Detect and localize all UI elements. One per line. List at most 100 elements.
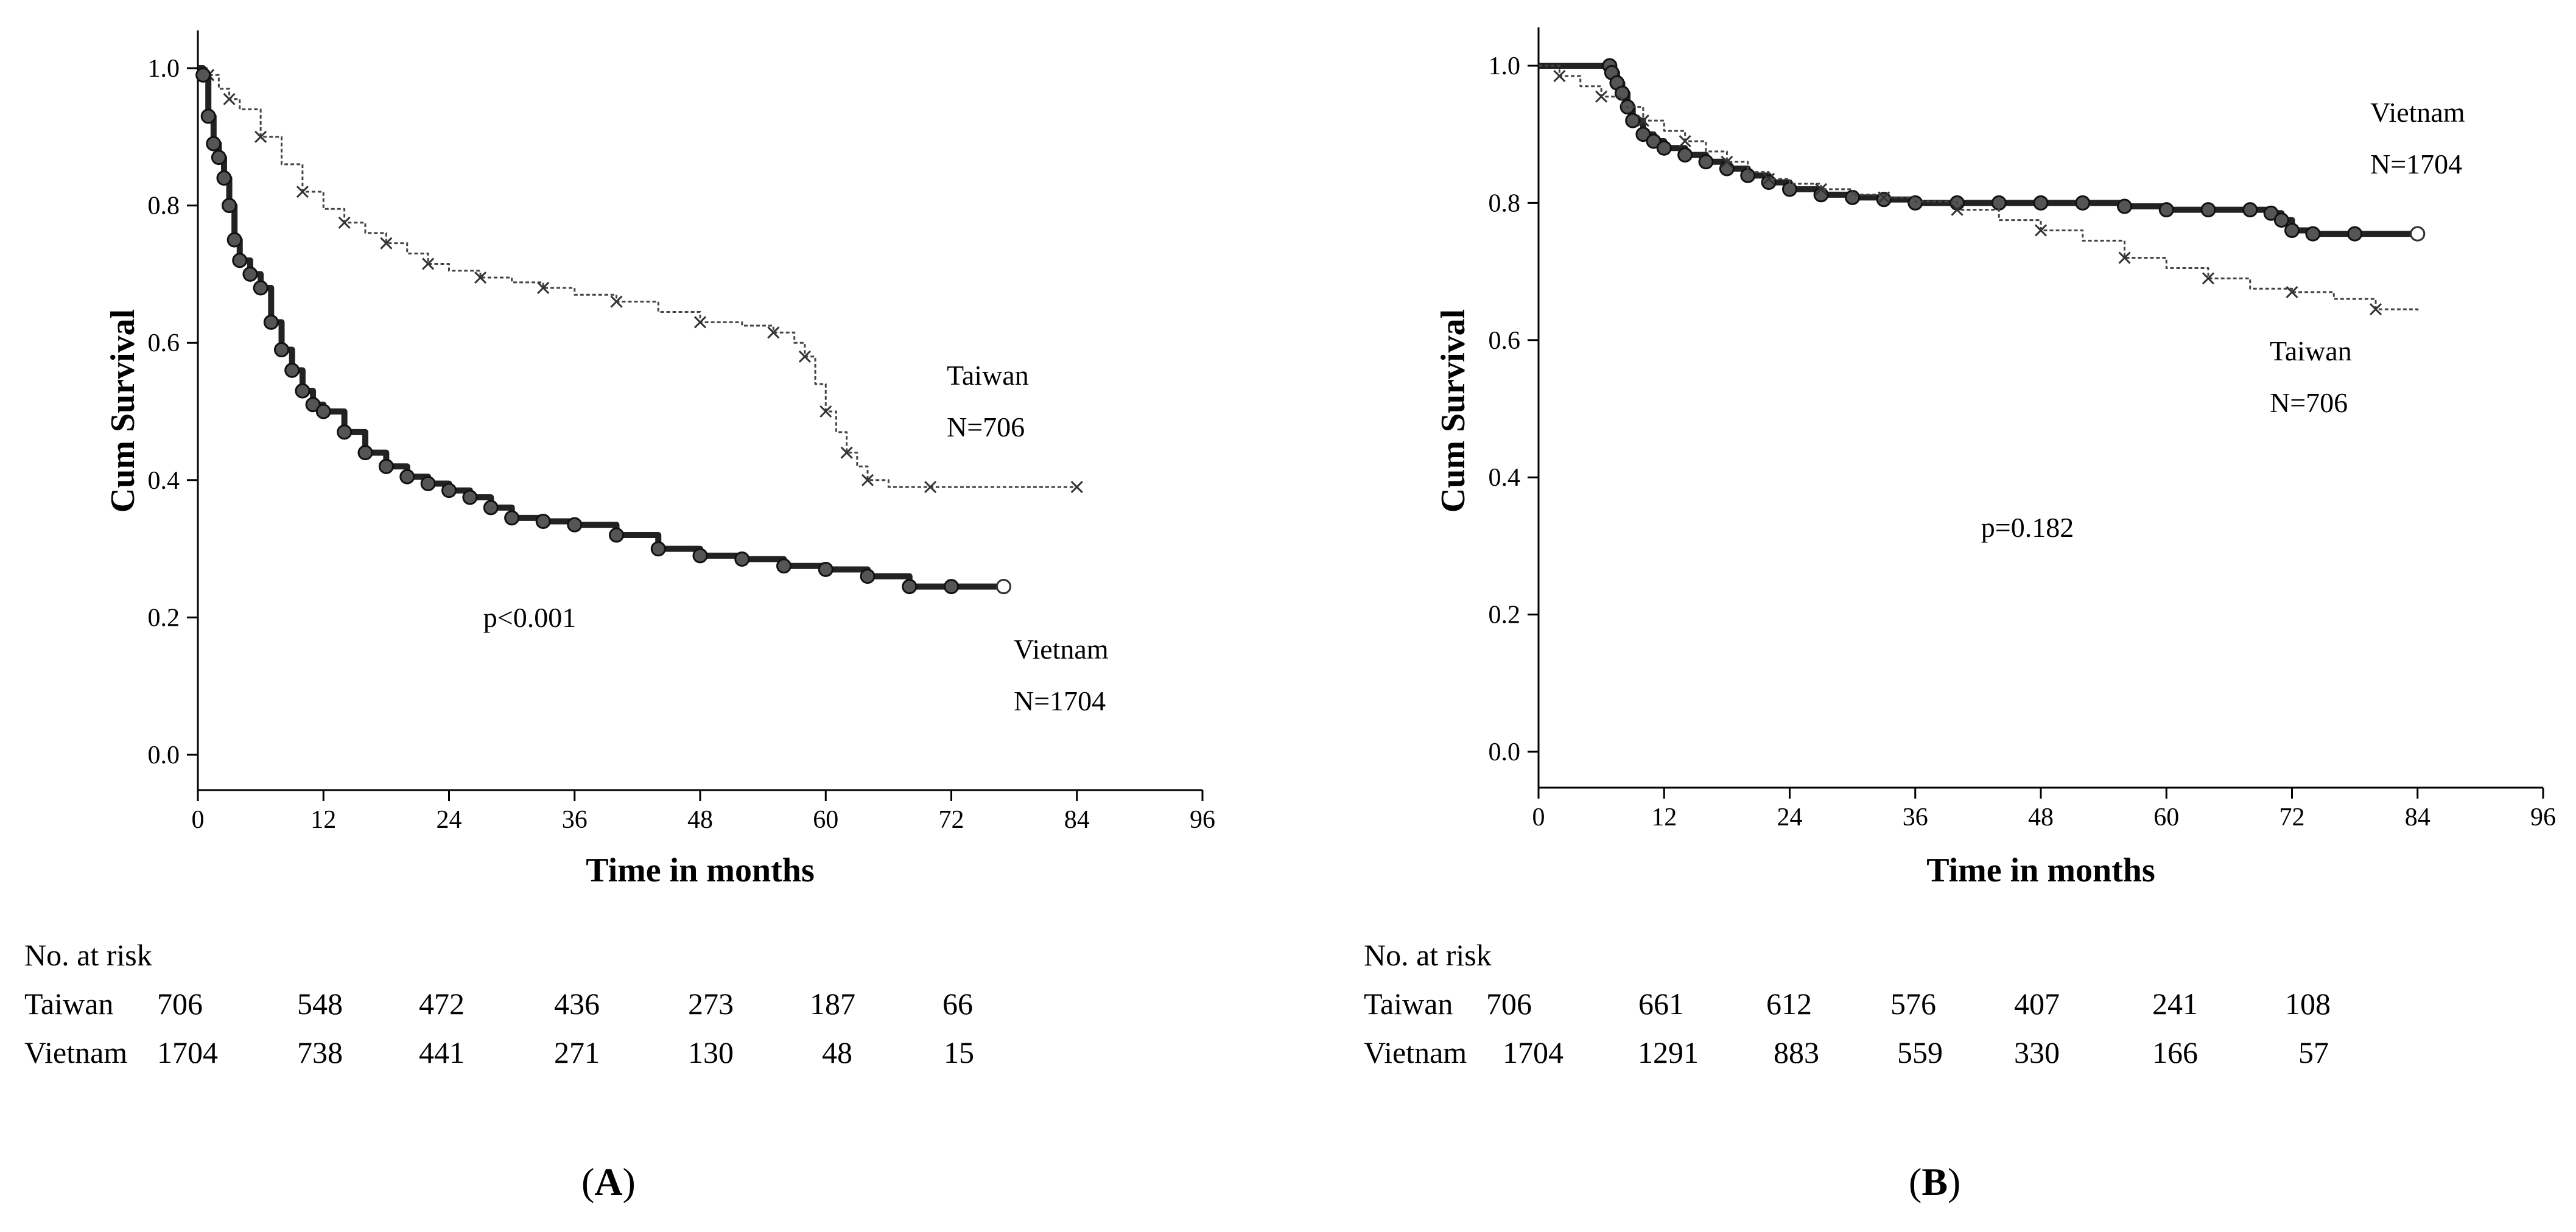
censor-marker [1595, 90, 1608, 103]
x-tick-label: 96 [1190, 806, 1215, 834]
censor-marker [2347, 226, 2363, 242]
y-axis-label: Cum Survival [1434, 309, 1472, 513]
censor-marker [305, 397, 321, 413]
p-value-annotation: p<0.001 [483, 602, 576, 633]
series-taiwan [198, 67, 1083, 494]
censor-marker [2075, 195, 2091, 211]
risk-cell: 48 [822, 1035, 852, 1069]
x-tick-label: 12 [1651, 803, 1677, 831]
censor-marker [226, 232, 242, 248]
censor-marker [818, 561, 834, 577]
survival-curve-taiwan [1539, 65, 2419, 313]
censor-marker [420, 475, 436, 491]
y-tick-label: 1.0 [148, 55, 180, 83]
censor-marker [2369, 303, 2382, 316]
censor-marker [378, 458, 394, 474]
risk-cell: 66 [942, 987, 973, 1021]
panel-a: 0 12 24 36 48 60 72 84 96 0.0 0.2 0.4 0.6 0.8 1.0 Time … [24, 30, 1215, 1203]
km-chart-a: 0 12 24 36 48 60 72 84 96 0.0 0.2 0.4 0.6 0.8 1.0 Time … [104, 30, 1215, 889]
censor-marker [609, 527, 624, 543]
censor-marker [2200, 202, 2216, 218]
censor-marker [1907, 195, 1923, 211]
censor-marker [1721, 155, 1733, 168]
censor-marker [2117, 198, 2132, 214]
censor-marker [206, 136, 222, 152]
y-tick-label: 0.6 [1489, 327, 1521, 355]
censor-marker [944, 579, 959, 595]
risk-cell: 273 [688, 987, 734, 1021]
censor-marker [253, 280, 268, 296]
y-axis-label: Cum Survival [104, 309, 142, 513]
censor-marker [798, 350, 811, 363]
series-n-label-vietnam: N=1704 [1014, 685, 1106, 716]
censor-marker [610, 295, 623, 308]
censor-marker [2284, 222, 2300, 238]
risk-cell: 1704 [1503, 1035, 1563, 1069]
risk-row-label: Taiwan [24, 987, 114, 1021]
censor-marker [380, 237, 393, 250]
end-marker [995, 579, 1011, 595]
censor-marker [767, 326, 780, 339]
x-tick-label: 72 [2279, 803, 2305, 831]
y-tick-label: 0.8 [1489, 189, 1521, 217]
censor-marker [1763, 172, 1775, 186]
censor-marker [296, 185, 309, 198]
series-vietnam [195, 65, 1011, 595]
censor-marker [200, 108, 216, 124]
risk-cell: 187 [810, 987, 855, 1021]
x-tick-label: 0 [192, 806, 205, 834]
censor-marker [284, 362, 300, 378]
risk-cell: 706 [157, 987, 203, 1021]
censor-marker [902, 579, 918, 595]
x-tick-label: 36 [562, 806, 588, 834]
risk-cell: 108 [2285, 987, 2331, 1021]
censor-marker [1878, 191, 1890, 204]
y-tick-label: 0.8 [148, 192, 180, 220]
x-tick-label: 72 [939, 806, 964, 834]
censor-marker [776, 558, 791, 574]
censor-marker [692, 548, 708, 564]
risk-table-title: No. at risk [1364, 938, 1492, 972]
panel-b: 0 12 24 36 48 60 72 84 96 0.0 0.2 0.4 0.6 0.8 1.0 Time … [1288, 0, 2575, 1232]
censor-marker [1553, 69, 1566, 82]
censor-marker [222, 198, 237, 214]
censor-marker [242, 266, 258, 282]
censor-marker [2118, 251, 2131, 264]
km-chart-b: 0 12 24 36 48 60 72 84 96 0.0 0.2 0.4 0.6 0.8 1.0 Time … [1434, 27, 2556, 889]
censor-marker [399, 469, 415, 485]
x-axis-label: Time in months [1926, 852, 2155, 889]
risk-cell: 436 [554, 987, 600, 1021]
x-tick-label: 60 [2153, 803, 2179, 831]
censor-marker [1677, 147, 1693, 163]
x-tick-label: 60 [813, 806, 838, 834]
censor-marker [223, 93, 236, 105]
censor-marker [924, 481, 937, 494]
risk-cell: 15 [944, 1035, 974, 1069]
censor-marker [1635, 127, 1651, 142]
censor-marker [819, 405, 832, 418]
panel-caption-b: (B) [1909, 1160, 1961, 1203]
risk-cell: 1704 [157, 1035, 218, 1069]
risk-cell: 472 [419, 987, 465, 1021]
censor-marker [254, 130, 267, 143]
censor-marker [483, 500, 499, 516]
x-tick-label: 96 [2530, 803, 2556, 831]
censor-marker [338, 216, 351, 229]
censor-marker [840, 446, 853, 459]
x-axis-label: Time in months [586, 852, 814, 889]
end-marker [2410, 226, 2426, 242]
y-tick-label: 0.2 [148, 604, 180, 632]
risk-cell: 612 [1766, 987, 1812, 1021]
x-tick-label: 48 [2028, 803, 2054, 831]
censor-marker [504, 510, 520, 526]
censor-marker [1637, 114, 1649, 127]
censor-marker [1070, 481, 1083, 494]
x-tick-label: 48 [687, 806, 713, 834]
series-vietnam [1539, 58, 2426, 242]
censor-marker [1646, 133, 1662, 149]
risk-cell: 883 [1774, 1035, 1819, 1069]
censor-marker [1698, 154, 1714, 170]
censor-marker [1740, 167, 1756, 183]
risk-cell: 661 [1638, 987, 1684, 1021]
censor-marker [274, 341, 289, 357]
